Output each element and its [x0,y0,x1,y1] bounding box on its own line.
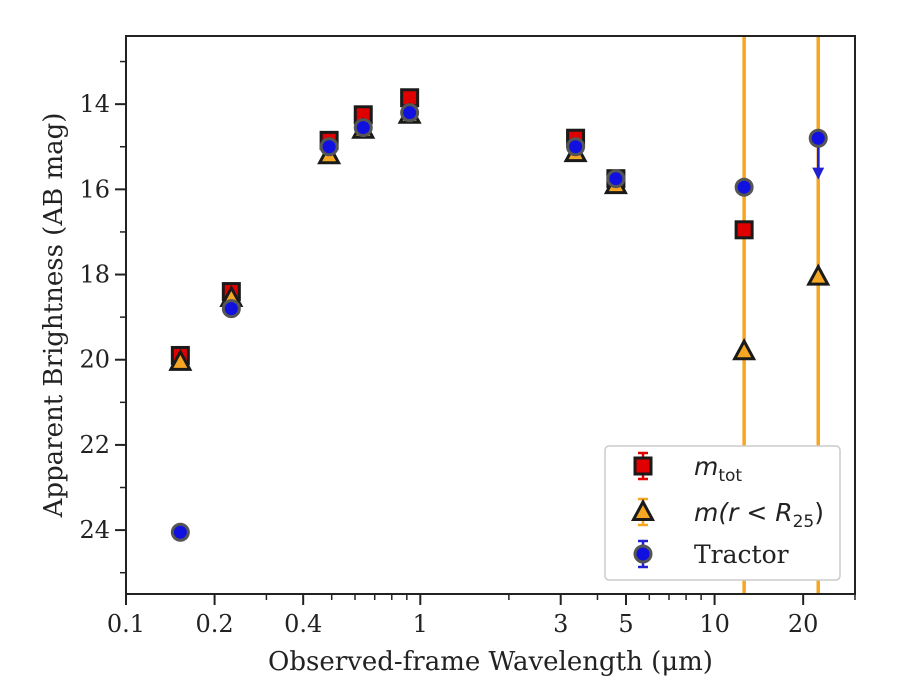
data-point [606,169,626,189]
x-tick-label: 0.1 [107,610,145,638]
x-tick-label: 5 [618,610,633,638]
data-point [221,299,241,319]
y-tick-label: 14 [79,90,110,118]
series-circle [170,103,828,542]
upper-limit-arrowhead [812,167,825,180]
data-point [806,263,831,286]
x-tick-label: 3 [553,610,568,638]
data-point [734,177,754,197]
legend-label: mtot [694,452,742,486]
data-point [400,103,420,123]
data-point [734,220,754,240]
y-axis-label: Apparent Brightness (AB mag) [39,113,69,519]
legend-label: Tractor [694,540,789,569]
x-tick-label: 0.2 [196,610,234,638]
data-point [808,128,828,148]
legend-marker [630,498,656,521]
data-point [566,137,586,157]
x-tick-label: 0.4 [284,610,322,638]
data-marks [168,88,831,542]
y-tick-label: 24 [79,516,110,544]
legend-box [604,445,841,581]
series-triangle [168,101,831,371]
legend-marker [633,544,653,564]
x-tick-label: 20 [788,610,819,638]
y-axis: 14 16 18 20 22 24 [79,60,126,574]
legend-marker [633,456,653,476]
series-square [170,88,754,365]
x-tick-label: 10 [699,610,730,638]
x-axis-label: Observed-frame Wavelength (μm) [268,647,713,677]
plot-frame [125,35,856,595]
data-point [170,522,190,542]
x-tick-label: 1 [413,610,428,638]
y-tick-label: 18 [79,261,110,289]
legend-label: m(r < R25) [694,498,824,532]
data-point [732,338,757,361]
data-point [353,118,373,138]
data-point [319,137,339,157]
legend: mtot m(r < R25) Tractor [604,445,841,581]
x-axis: 0.1 0.2 0.4 1 3 5 10 20 [107,594,856,638]
y-tick-label: 16 [79,175,110,203]
data-point [168,348,193,371]
y-tick-label: 22 [79,431,110,459]
y-tick-label: 20 [79,346,110,374]
